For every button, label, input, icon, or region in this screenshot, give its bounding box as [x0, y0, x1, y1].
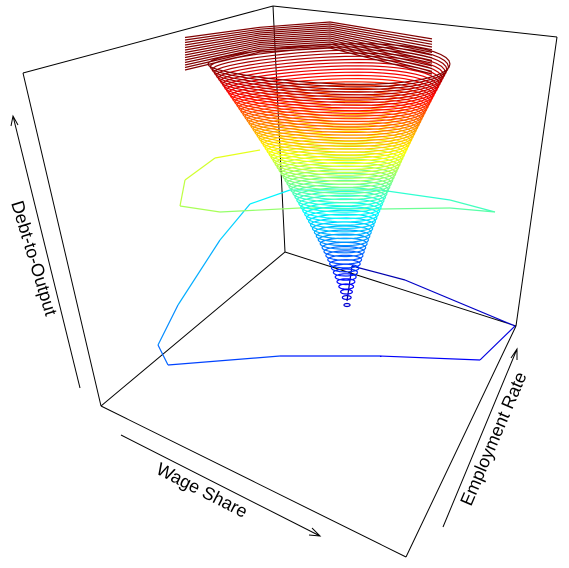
trajectory-transient-segment: [167, 355, 281, 366]
trajectory-spiral-loop: [323, 246, 365, 258]
trajectory-transient-segment: [179, 179, 186, 207]
trajectory-spiral-loop: [341, 295, 352, 300]
x-axis-label: Wage Share: [153, 459, 251, 522]
trajectory-spiral-loop: [272, 147, 403, 173]
trajectory-top-sheet: [184, 25, 433, 45]
trajectory-top-sheet: [184, 45, 433, 72]
trajectory-top-sheet: [184, 35, 433, 59]
trajectory-spiral-loop: [339, 288, 353, 295]
trajectory-spiral-loop: [325, 250, 364, 261]
trajectory-top-sheet: [184, 37, 433, 62]
trajectory-transient-segment: [157, 304, 179, 346]
trajectory-spiral-loop: [309, 217, 375, 233]
trajectory-spiral-loop: [336, 278, 356, 286]
z-axis-arrow: [10, 114, 81, 389]
y-axis-label: Employment Rate: [456, 369, 530, 509]
trajectory-spiral-loop: [286, 172, 392, 195]
trajectory-spiral-loop: [311, 221, 374, 236]
trajectory-spiral-loop: [300, 198, 382, 216]
trajectory-spiral-loop: [334, 273, 357, 281]
trajectory-top-sheet: [184, 39, 433, 64]
trajectory-transient-segment: [179, 205, 221, 213]
trajectory-transient-segment: [351, 265, 406, 281]
trajectory-spiral-loop: [332, 268, 359, 277]
trajectory-top-sheet: [184, 21, 433, 40]
trajectory-top-sheet: [184, 29, 433, 51]
z-axis-label: Debt-to-Output: [7, 198, 61, 318]
trajectory-transient-segment: [219, 207, 301, 213]
trajectory-transient-segment: [379, 189, 451, 201]
back-floor-right-edge: [284, 251, 517, 327]
trajectory-spiral-loop: [284, 168, 394, 191]
trajectory-transient-segment: [404, 279, 516, 327]
trajectory-spiral-loop: [343, 302, 351, 308]
trajectory-spiral-loop: [276, 154, 400, 179]
trajectory-spiral-loop: [302, 201, 381, 220]
trajectory-top-sheet: [184, 43, 433, 70]
trajectory-transient-segment: [449, 199, 496, 213]
axis-arrows: [10, 114, 518, 537]
trajectory-spiral-loop: [304, 205, 379, 223]
trajectory-top-sheet: [184, 27, 433, 48]
trajectory-transient-segment: [157, 344, 169, 366]
trajectory-transient-segment: [479, 325, 516, 361]
trajectory-top-sheet: [184, 33, 433, 56]
trajectory-top-sheet: [184, 23, 433, 43]
trajectory-spiral-loop: [258, 123, 413, 153]
trajectory-spiral-loop: [294, 187, 387, 207]
trajectory-transient-segment: [379, 207, 451, 210]
top-right-edge: [272, 5, 558, 38]
trajectory-spiral-loop: [274, 151, 401, 176]
y-axis-arrow: [442, 347, 518, 528]
trajectory-series: [157, 21, 516, 366]
back-floor-left-edge: [100, 251, 286, 407]
trajectory-top-sheet: [184, 31, 433, 53]
trajectory-spiral-loop: [330, 263, 360, 273]
trajectory-top-sheet: [184, 41, 433, 67]
trajectory-transient-segment: [214, 149, 261, 159]
trajectory-transient-segment: [184, 157, 216, 181]
trajectory-transient-segment: [219, 203, 251, 241]
trajectory-transient-segment: [249, 189, 291, 205]
front-floor-right-edge: [405, 325, 517, 558]
right-vertical-edge: [515, 36, 558, 327]
box-frame: [22, 5, 558, 558]
trajectory-transient-segment: [449, 207, 496, 213]
trajectory-transient-segment: [379, 355, 481, 361]
trajectory-transient-segment: [177, 239, 221, 306]
trajectory-spiral-loop: [313, 225, 372, 240]
x-axis-arrow: [120, 434, 322, 537]
left-vertical-edge: [22, 72, 102, 407]
trajectory-spiral-loop: [321, 241, 367, 254]
trajectory-spiral-loop: [282, 165, 395, 188]
front-floor-left-edge: [100, 405, 407, 558]
top-left-edge: [22, 5, 274, 74]
trajectory-spiral-loop: [315, 229, 371, 243]
trajectory-spiral-loop: [319, 237, 368, 250]
trajectory-top-sheet: [184, 47, 433, 75]
trajectory-spiral-loop: [292, 183, 388, 204]
